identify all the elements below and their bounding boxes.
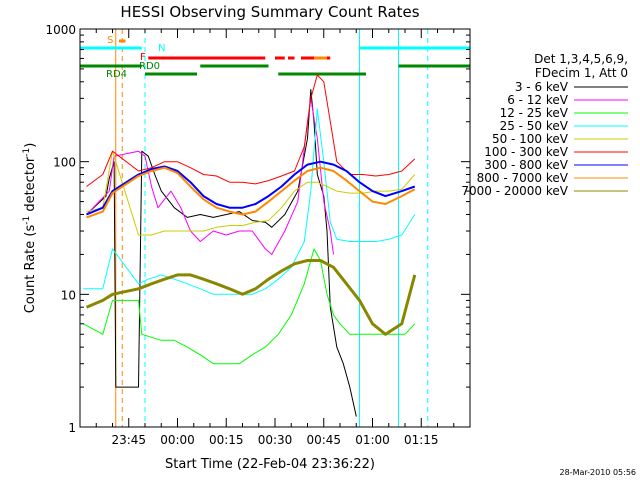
series-line-7 <box>86 160 416 216</box>
x-tick-label-4: 00:30 <box>258 433 293 447</box>
x-tick-label-3: 00:15 <box>209 433 244 447</box>
flag-label-rd0: RD0 <box>139 61 160 72</box>
series-line-3 <box>83 248 416 365</box>
x-axis-label: Start Time (22-Feb-04 23:36:22) <box>165 457 375 472</box>
x-tick-label-2: 00:00 <box>160 433 195 447</box>
flag-label-n: N <box>158 43 165 54</box>
x-tick-label-1: 23:45 <box>111 433 146 447</box>
chart-title: HESSI Observing Summary Count Rates <box>120 3 419 21</box>
x-tick-label-7: 01:15 <box>404 433 439 447</box>
y-axis-label: Count Rate (s-1 detector-1) <box>22 143 38 314</box>
y-tick-label-4: 1000 <box>45 23 76 37</box>
series-line-6 <box>86 74 416 187</box>
y-tick-label-1: 1 <box>68 421 76 435</box>
series-line-9 <box>85 259 417 336</box>
series-line-8 <box>86 166 416 219</box>
legend-label-7: 300 - 800 keV <box>484 158 568 172</box>
legend-label-1: 3 - 6 keV <box>515 80 569 94</box>
legend-label-3: 12 - 25 keV <box>500 106 569 120</box>
legend-label-9: 7000 - 20000 keV <box>461 184 568 198</box>
legend-header-line-1: Det 1,3,4,5,6,9, <box>534 52 628 66</box>
legend-label-5: 50 - 100 keV <box>492 132 569 146</box>
legend-label-2: 6 - 12 keV <box>507 93 569 107</box>
plot-area <box>80 29 470 427</box>
timestamp: 28-Mar-2010 05:56 <box>560 468 637 477</box>
flag-label-f: F <box>140 52 146 63</box>
legend-header-line-2: FDecim 1, Att 0 <box>535 66 628 80</box>
flag-label-rd4: RD4 <box>106 69 127 80</box>
flag-label-s: S <box>107 35 113 46</box>
series-line-2 <box>86 97 334 255</box>
legend: Det 1,3,4,5,6,9, FDecim 1, Att 0 3 - 6 k… <box>461 52 628 198</box>
legend-label-6: 100 - 300 keV <box>484 145 568 159</box>
y-tick-label-2: 10 <box>61 288 76 302</box>
y-tick-label-3: 100 <box>53 156 76 170</box>
series-line-4 <box>83 108 416 295</box>
series-line-1 <box>86 89 357 417</box>
legend-label-4: 25 - 50 keV <box>500 119 569 133</box>
series-line-5 <box>86 150 416 236</box>
x-tick-label-6: 01:00 <box>355 433 390 447</box>
legend-label-8: 800 - 7000 keV <box>477 171 569 185</box>
x-tick-label-5: 00:45 <box>306 433 341 447</box>
